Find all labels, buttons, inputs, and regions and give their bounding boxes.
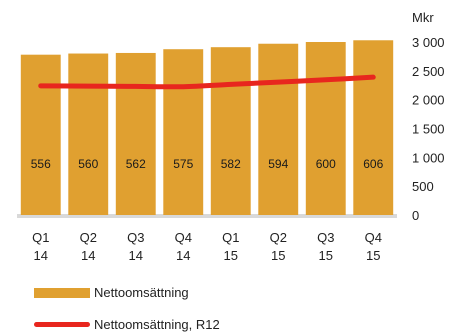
x-tick-label-quarter: Q1	[222, 230, 239, 245]
x-tick-label-year: 14	[129, 248, 143, 263]
y-tick-label: 500	[412, 179, 434, 194]
legend-label-line: Nettoomsättning, R12	[94, 317, 220, 332]
y-axis-unit-label: Mkr	[412, 10, 434, 25]
x-tick-label-year: 15	[224, 248, 238, 263]
legend-swatch-line	[34, 322, 90, 327]
bar-data-label: 562	[126, 157, 146, 171]
bar-data-label: 560	[78, 157, 98, 171]
x-tick-label-quarter: Q3	[127, 230, 144, 245]
legend-label-bars: Nettoomsättning	[94, 285, 189, 300]
bar	[258, 43, 299, 216]
legend-swatch-bars	[34, 287, 90, 298]
bar-data-label: 556	[31, 157, 51, 171]
x-axis-baseline	[17, 214, 397, 218]
bar	[68, 53, 109, 216]
bar	[20, 54, 61, 215]
bar-data-label: 606	[363, 157, 383, 171]
y-tick-label: 1 500	[412, 122, 445, 137]
x-tick-label-quarter: Q1	[32, 230, 49, 245]
x-tick-label-quarter: Q4	[365, 230, 382, 245]
legend-item-line: Nettoomsättning, R12	[34, 317, 220, 332]
bar	[210, 47, 251, 215]
x-tick-label-year: 15	[319, 248, 333, 263]
bar-data-label: 582	[221, 157, 241, 171]
x-tick-label-quarter: Q2	[270, 230, 287, 245]
x-tick-label-year: 14	[34, 248, 48, 263]
x-tick-label-year: 14	[176, 248, 190, 263]
x-tick-label-year: 14	[81, 248, 95, 263]
bar	[163, 49, 204, 216]
y-tick-label: 1 000	[412, 150, 445, 165]
x-tick-label-quarter: Q4	[175, 230, 192, 245]
x-tick-label-quarter: Q3	[317, 230, 334, 245]
x-tick-label-year: 15	[271, 248, 285, 263]
y-tick-label: 2 000	[412, 93, 445, 108]
y-tick-label: 0	[412, 208, 419, 223]
x-tick-label-quarter: Q2	[80, 230, 97, 245]
bar	[353, 40, 394, 215]
y-tick-label: 2 500	[412, 64, 445, 79]
y-tick-label: 3 000	[412, 35, 445, 50]
bar-data-label: 575	[173, 157, 193, 171]
x-tick-label-year: 15	[366, 248, 380, 263]
bar-data-label: 594	[268, 157, 288, 171]
bar	[305, 42, 346, 215]
series-line-r12	[38, 74, 376, 90]
bar	[115, 52, 156, 215]
legend-item-bars: Nettoomsättning	[34, 285, 189, 300]
bar-data-label: 600	[316, 157, 336, 171]
